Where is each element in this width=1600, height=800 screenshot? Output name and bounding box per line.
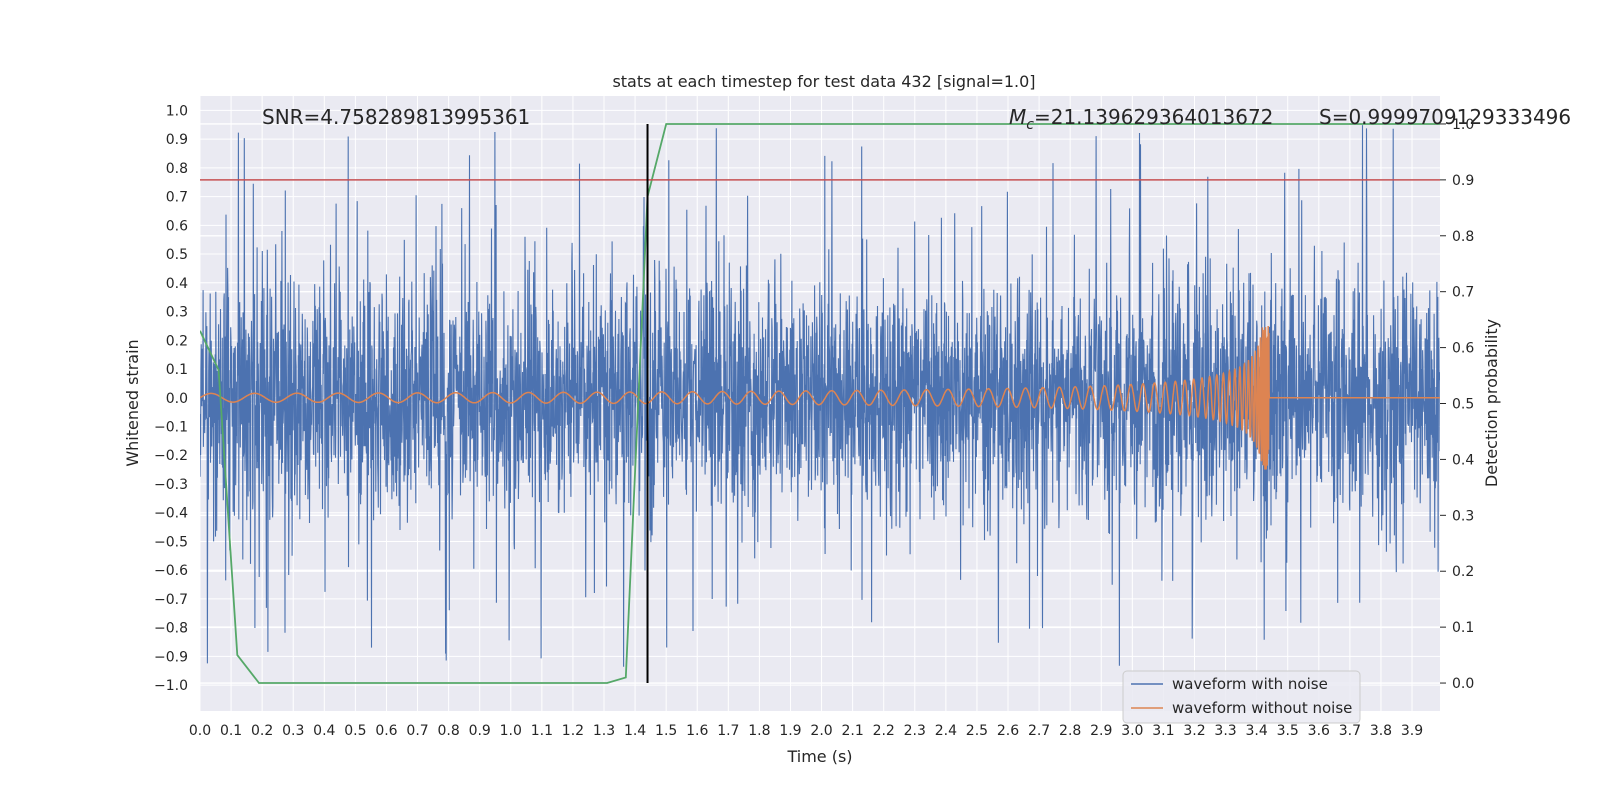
y2-tick-label: 0.8 [1452, 229, 1474, 245]
x-tick-label: 1.8 [748, 723, 770, 739]
legend-label-clean: waveform without noise [1172, 699, 1352, 717]
x-tick-label: 0.6 [375, 723, 397, 739]
x-axis-ticks: 0.0 0.1 0.2 0.3 0.4 0.5 0.6 0.7 0.8 0.9 1.0 1.1 1.2 1… [189, 723, 1423, 739]
y2-tick-label: 0.0 [1452, 676, 1474, 692]
chart-title: stats at each timestep for test data 432… [612, 72, 1035, 91]
x-tick-label: 2.2 [873, 723, 895, 739]
y-tick-label: 0.8 [166, 161, 188, 177]
y2-tick-label: 1.0 [1452, 117, 1474, 133]
x-tick-label: 0.1 [220, 723, 242, 739]
x-tick-label: 1.9 [779, 723, 801, 739]
x-tick-label: 2.4 [935, 723, 957, 739]
series-waveform-without-noise [200, 325, 1440, 470]
y-tick-label: −0.3 [154, 477, 188, 493]
reference-lines [200, 123, 1440, 684]
x-tick-label: 0.4 [313, 723, 335, 739]
x-tick-label: 1.0 [500, 723, 522, 739]
legend-label-noise: waveform with noise [1172, 675, 1328, 693]
x-tick-label: 2.0 [810, 723, 832, 739]
x-tick-label: 3.2 [1183, 723, 1205, 739]
y2-tick-label: 0.9 [1452, 173, 1474, 189]
y2-tick-label: 0.5 [1452, 397, 1474, 413]
y2-tick-label: 0.4 [1452, 452, 1474, 468]
y2-tick-label: 0.3 [1452, 508, 1474, 524]
y-tick-label: 0.5 [166, 247, 188, 263]
y-axis-label: Whitened strain [123, 339, 142, 466]
x-tick-label: 2.9 [1090, 723, 1112, 739]
y-tick-label: −0.7 [154, 592, 188, 608]
y-axis-ticks: 1.0 0.9 0.8 0.7 0.6 0.5 0.4 0.3 0.2 0.1 0.0 −0.1 −0.… [154, 103, 188, 694]
x-axis-label: Time (s) [786, 747, 852, 766]
x-tick-label: 0.8 [437, 723, 459, 739]
series-detection-probability [200, 123, 1440, 684]
y2-tick-label: 0.6 [1452, 341, 1474, 357]
y-tick-label: −0.2 [154, 448, 188, 464]
x-tick-label: 1.3 [593, 723, 615, 739]
y-tick-label: −1.0 [154, 678, 188, 694]
y-tick-label: −0.9 [154, 649, 188, 665]
x-tick-label: 0.9 [469, 723, 491, 739]
x-tick-label: 2.8 [1059, 723, 1081, 739]
y2-tick-label: 0.2 [1452, 564, 1474, 580]
y-tick-label: 0.6 [166, 218, 188, 234]
x-tick-label: 3.9 [1401, 723, 1423, 739]
x-tick-label: 3.7 [1339, 723, 1361, 739]
x-tick-label: 0.5 [344, 723, 366, 739]
x-tick-label: 2.3 [904, 723, 926, 739]
chirp-mass-subscript: c [1026, 117, 1034, 133]
y-tick-label: −0.6 [154, 563, 188, 579]
x-tick-label: 1.5 [655, 723, 677, 739]
x-tick-label: 2.5 [966, 723, 988, 739]
line-detection-probability [200, 123, 1440, 684]
legend-box [1122, 670, 1361, 724]
y-tick-label: 0.1 [166, 362, 188, 378]
x-tick-label: 2.1 [841, 723, 863, 739]
x-tick-label: 1.4 [624, 723, 646, 739]
x-tick-label: 3.5 [1277, 723, 1299, 739]
x-tick-label: 3.3 [1214, 723, 1236, 739]
y-tick-label: 0.2 [166, 333, 188, 349]
x-tick-label: 0.3 [282, 723, 304, 739]
x-tick-label: 0.0 [189, 723, 211, 739]
snr-annotation: SNR=4.758289813995361 [262, 105, 530, 129]
y-tick-label: −0.1 [154, 419, 188, 435]
x-tick-label: 0.7 [406, 723, 428, 739]
line-waveform-with-noise [200, 125, 1440, 667]
x-tick-label: 1.2 [562, 723, 584, 739]
y2-axis-ticks: 1.0 0.9 0.8 0.7 0.6 0.5 0.4 0.3 0.2 0.1 0.0 [1440, 117, 1474, 692]
y-tick-label: 0.3 [166, 305, 188, 321]
y2-tick-label: 0.7 [1452, 285, 1474, 301]
x-tick-label: 0.2 [251, 723, 273, 739]
x-tick-label: 2.6 [997, 723, 1019, 739]
x-tick-label: 1.1 [531, 723, 553, 739]
s-annotation: S=0.9999709129333496 [1319, 105, 1571, 129]
y2-axis-label: Detection probability [1482, 319, 1501, 487]
legend: waveform with noise waveform without noi… [1122, 670, 1361, 724]
x-tick-label: 2.7 [1028, 723, 1050, 739]
y-tick-label: 1.0 [166, 103, 188, 119]
x-tick-label: 3.6 [1308, 723, 1330, 739]
y-tick-label: 0.7 [166, 190, 188, 206]
y-tick-label: −0.5 [154, 534, 188, 550]
y2-tick-label: 0.1 [1452, 620, 1474, 636]
y-tick-label: 0.9 [166, 132, 188, 148]
series-waveform-with-noise [200, 125, 1440, 667]
x-tick-label: 3.0 [1121, 723, 1143, 739]
x-tick-label: 1.7 [717, 723, 739, 739]
y-tick-label: −0.8 [154, 621, 188, 637]
x-tick-label: 1.6 [686, 723, 708, 739]
x-tick-label: 3.4 [1246, 723, 1268, 739]
chirp-mass-annotation: Mc=21.139629364013672 [1009, 105, 1273, 133]
chirp-mass-value: =21.139629364013672 [1034, 105, 1273, 129]
y-tick-label: −0.4 [154, 506, 188, 522]
y-tick-label: 0.4 [166, 276, 188, 292]
chirp-mass-symbol: M [1009, 105, 1026, 129]
y-tick-label: 0.0 [166, 391, 188, 407]
line-waveform-without-noise [200, 325, 1440, 470]
x-tick-label: 3.1 [1152, 723, 1174, 739]
x-tick-label: 3.8 [1370, 723, 1392, 739]
